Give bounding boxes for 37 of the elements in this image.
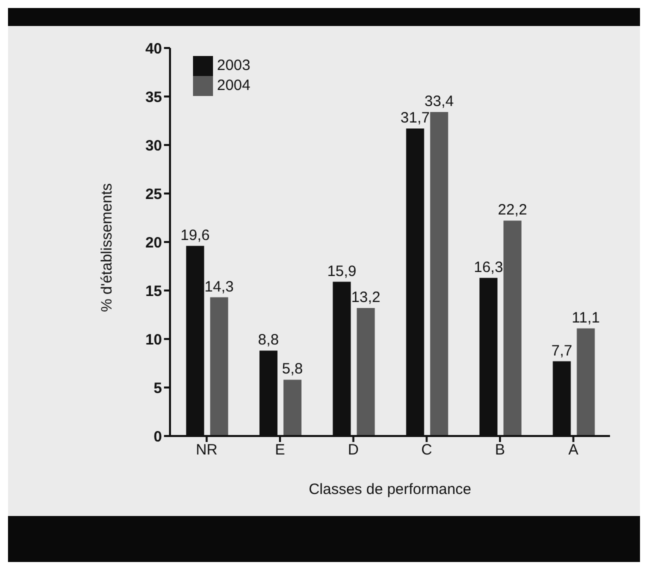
data-label: 16,3 [474, 258, 504, 276]
data-label: 31,7 [400, 110, 430, 127]
x-tick-label: B [494, 442, 506, 459]
data-label: 19,6 [180, 226, 210, 244]
x-tick-label: A [568, 442, 578, 459]
bar [356, 308, 375, 436]
data-label: 22,2 [498, 202, 528, 219]
data-label: 14,3 [204, 278, 234, 296]
x-tick-label: E [274, 442, 286, 459]
bar [430, 112, 448, 436]
data-label: 5,8 [282, 360, 303, 378]
bar [503, 220, 522, 436]
data-label: 13,2 [351, 288, 380, 306]
y-tick-label: 5 [154, 380, 162, 397]
data-label: 11,1 [572, 309, 600, 326]
bar [283, 380, 302, 436]
y-tick-label: 20 [145, 234, 162, 252]
x-tick-label: C [421, 442, 432, 459]
bar [210, 297, 228, 436]
y-tick-label: 40 [145, 40, 162, 58]
data-label: 8,8 [258, 332, 279, 349]
data-label: 33,4 [424, 93, 454, 110]
y-tick-label: 10 [145, 331, 162, 348]
y-tick-label: 35 [145, 88, 162, 106]
legend-label: 2004 [217, 77, 250, 94]
x-tick-label: NR [196, 442, 218, 459]
y-tick-label: 25 [145, 186, 162, 203]
y-tick-label: 30 [145, 137, 162, 154]
y-axis-title: % d'établissements [98, 183, 116, 312]
y-tick-label: 0 [154, 428, 162, 446]
legend-label: 2003 [217, 57, 250, 74]
bar [576, 328, 595, 436]
x-tick-label: D [348, 442, 359, 459]
data-label: 15,9 [327, 262, 356, 280]
x-axis-title: Classes de performance [308, 481, 472, 498]
y-tick-label: 15 [145, 282, 162, 300]
data-label: 7,7 [551, 342, 572, 360]
